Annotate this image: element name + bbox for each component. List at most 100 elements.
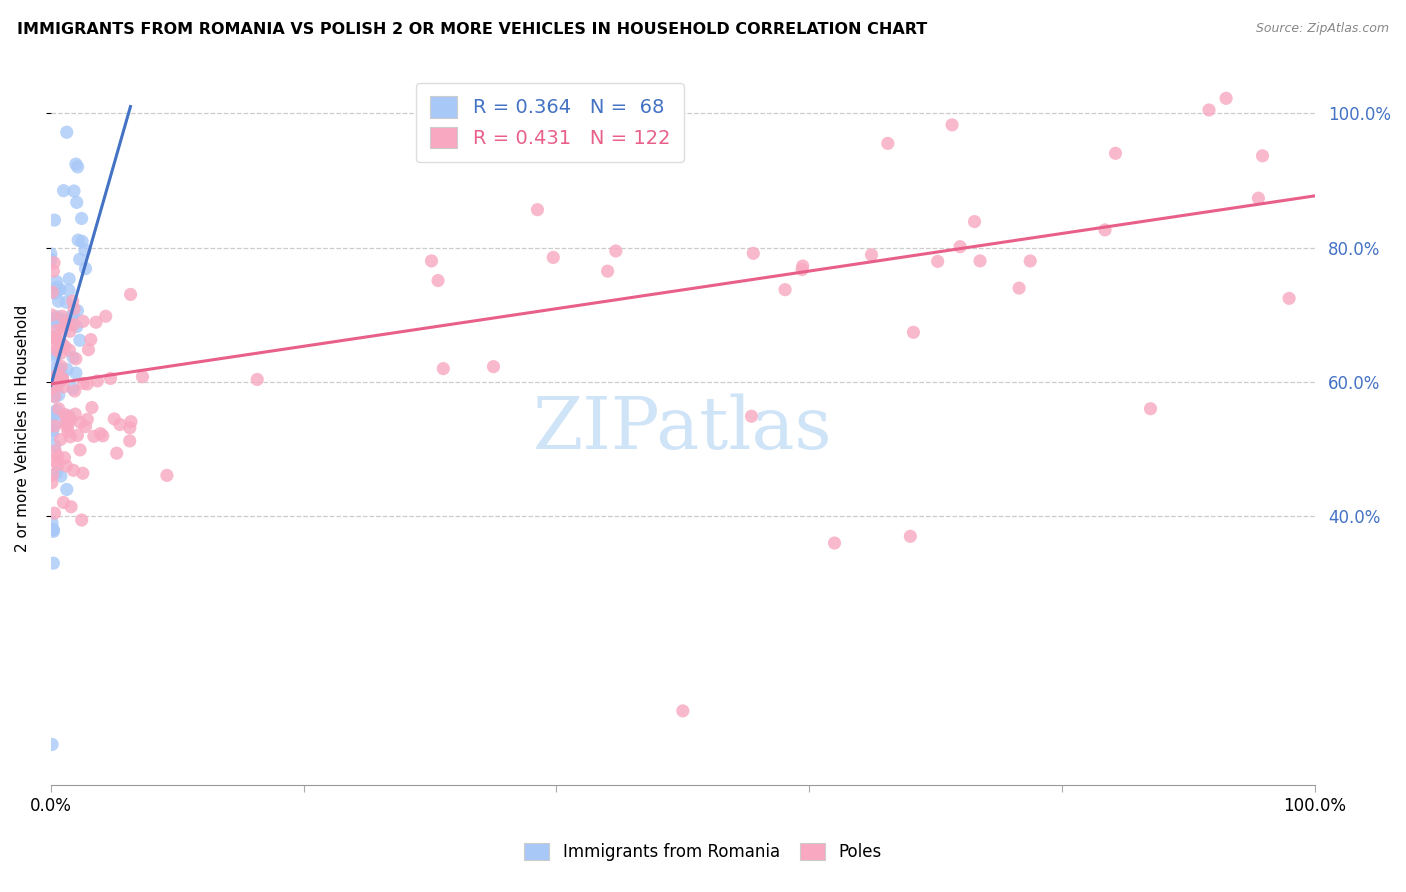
Point [45, 332, 67, 346]
Point [51, 371, 73, 385]
Point [83, 429, 105, 443]
Point [118, 421, 141, 435]
Point [58, 272, 80, 286]
Point [69, 252, 91, 267]
Point [52, 495, 75, 509]
Point [72, 314, 94, 328]
Point [70, 235, 93, 249]
Point [69, 334, 91, 348]
Point [44, 351, 66, 365]
Point [48, 373, 70, 387]
Point [51, 368, 73, 383]
Point [44, 390, 66, 404]
Point [1198, 103, 1220, 117]
Point [59, 430, 82, 444]
Point [44, 286, 66, 301]
Point [75, 419, 97, 434]
Point [69, 442, 91, 457]
Point [41, 426, 63, 441]
Point [108, 417, 131, 432]
Point [89, 426, 111, 441]
Point [55, 295, 77, 310]
Point [246, 372, 269, 386]
Point [41, 475, 63, 490]
Point [65, 351, 87, 366]
Point [55, 125, 77, 139]
Point [41, 376, 63, 391]
Point [773, 283, 796, 297]
Point [51, 336, 73, 351]
Point [156, 468, 179, 483]
Point [46, 378, 69, 392]
Point [65, 319, 87, 334]
Point [48, 366, 70, 380]
Point [44, 213, 66, 227]
Point [53, 450, 76, 465]
Point [80, 401, 103, 415]
Point [526, 202, 548, 217]
Point [941, 118, 963, 132]
Point [44, 439, 66, 453]
Point [432, 361, 454, 376]
Point [48, 294, 70, 309]
Point [1247, 191, 1270, 205]
Point [77, 343, 100, 357]
Point [45, 403, 67, 417]
Point [45, 323, 67, 337]
Point [67, 233, 90, 247]
Point [39, 247, 62, 261]
Point [876, 136, 898, 151]
Point [100, 371, 122, 385]
Point [48, 284, 70, 298]
Point [44, 329, 66, 343]
Point [1251, 149, 1274, 163]
Point [49, 374, 72, 388]
Point [41, 523, 63, 537]
Point [53, 312, 76, 326]
Point [41, 738, 63, 752]
Point [42, 409, 65, 423]
Point [42, 316, 65, 330]
Point [66, 160, 89, 174]
Point [596, 264, 619, 278]
Point [42, 337, 65, 351]
Legend: Immigrants from Romania, Poles: Immigrants from Romania, Poles [517, 836, 889, 868]
Point [44, 362, 66, 376]
Point [1104, 146, 1126, 161]
Point [969, 253, 991, 268]
Point [41, 285, 63, 300]
Point [41, 330, 63, 344]
Point [118, 434, 141, 448]
Point [62, 463, 84, 477]
Point [62, 382, 84, 396]
Point [41, 378, 63, 392]
Point [49, 346, 72, 360]
Point [482, 359, 505, 374]
Point [131, 369, 153, 384]
Point [1139, 401, 1161, 416]
Point [45, 466, 67, 480]
Point [55, 316, 77, 330]
Y-axis label: 2 or more Vehicles in Household: 2 or more Vehicles in Household [15, 305, 30, 552]
Point [58, 343, 80, 358]
Point [605, 244, 627, 258]
Point [898, 529, 921, 543]
Point [41, 407, 63, 421]
Point [66, 303, 89, 318]
Point [1019, 254, 1042, 268]
Point [1215, 91, 1237, 105]
Point [65, 366, 87, 380]
Point [46, 416, 69, 430]
Point [120, 415, 142, 429]
Point [62, 309, 84, 323]
Point [52, 184, 75, 198]
Point [790, 262, 813, 277]
Point [41, 516, 63, 530]
Point [48, 317, 70, 331]
Point [105, 446, 128, 460]
Point [62, 294, 84, 309]
Point [63, 301, 86, 316]
Point [86, 374, 108, 388]
Point [42, 311, 65, 326]
Point [46, 368, 69, 382]
